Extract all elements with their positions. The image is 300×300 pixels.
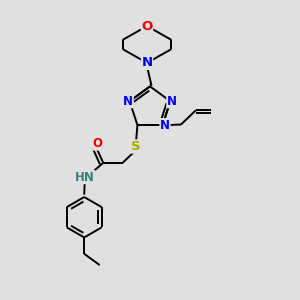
- Text: O: O: [141, 20, 153, 33]
- Text: HN: HN: [75, 171, 95, 184]
- Text: N: N: [142, 56, 153, 69]
- Text: S: S: [131, 140, 141, 153]
- Text: N: N: [160, 118, 170, 132]
- Text: N: N: [167, 95, 177, 108]
- Text: O: O: [92, 137, 102, 150]
- Text: N: N: [123, 95, 133, 108]
